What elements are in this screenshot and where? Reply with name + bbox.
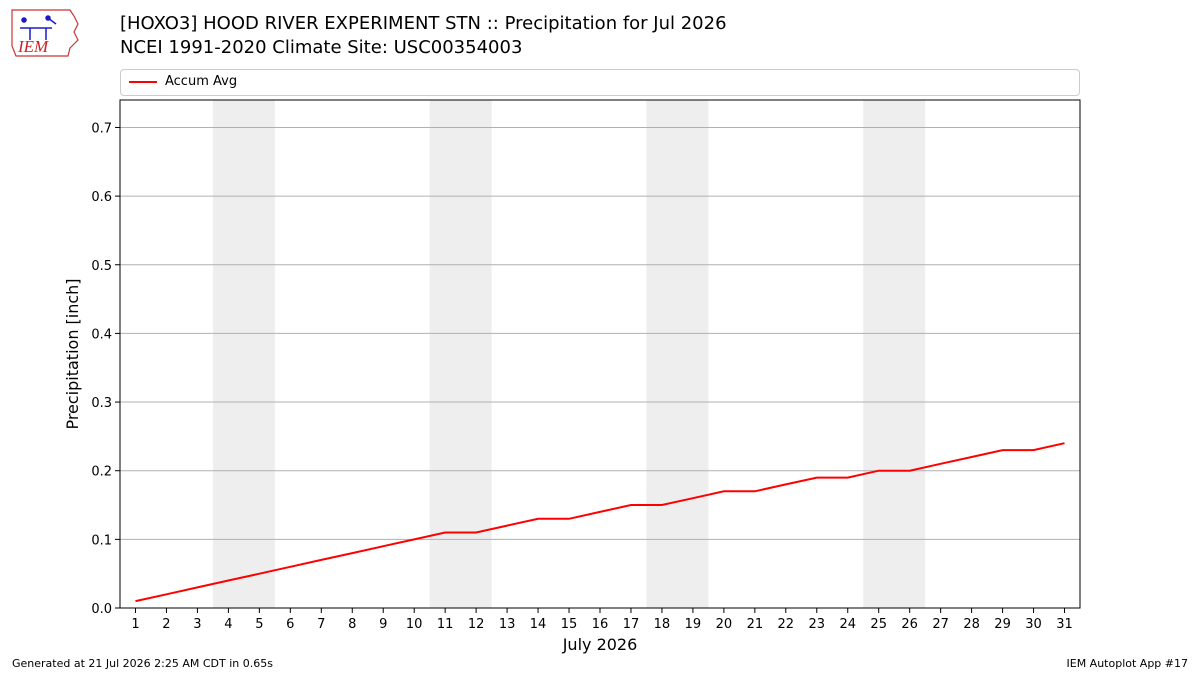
x-tick-label: 6 (286, 617, 294, 632)
x-tick-label: 3 (193, 617, 201, 632)
x-tick-label: 15 (561, 617, 578, 632)
series-lines (135, 442, 1065, 603)
x-tick-label: 12 (468, 617, 485, 632)
y-tick-label: 0.2 (91, 465, 112, 480)
x-tick-label: 31 (1056, 617, 1073, 632)
y-tick-label: 0.3 (91, 396, 112, 411)
x-tick-label: 17 (623, 617, 640, 632)
x-tick-label: 27 (932, 617, 949, 632)
chart-subtitle: NCEI 1991-2020 Climate Site: USC00354003 (120, 37, 523, 58)
y-tick-label: 0.6 (91, 190, 112, 205)
x-tick-label: 13 (499, 617, 516, 632)
x-tick-label: 9 (379, 617, 387, 632)
x-tick-label: 22 (778, 617, 795, 632)
chart-title: [HOXO3] HOOD RIVER EXPERIMENT STN :: Pre… (120, 13, 727, 34)
x-axis-ticks: 1 2 3 4 5 6 7 8 9 10 11 12 13 14 15 16 17 18 19 20 21 22 23 24 2… (131, 608, 1073, 632)
x-tick-label: 29 (994, 617, 1011, 632)
weekend-bands (212, 100, 926, 608)
generated-timestamp: Generated at 21 Jul 2026 2:25 AM CDT in … (12, 657, 273, 670)
x-tick-label: 25 (870, 617, 887, 632)
x-tick-label: 28 (963, 617, 980, 632)
x-tick-label: 10 (406, 617, 423, 632)
y-tick-label: 0.0 (91, 602, 112, 617)
series-line-accum-avg (135, 442, 1065, 603)
y-tick-label: 0.5 (91, 259, 112, 274)
weekend-band (212, 100, 275, 608)
weekend-band (646, 100, 709, 608)
x-tick-label: 26 (901, 617, 918, 632)
x-tick-label: 2 (162, 617, 170, 632)
legend-line-swatch (129, 81, 157, 83)
x-axis-label: July 2026 (562, 635, 638, 654)
x-tick-label: 18 (654, 617, 671, 632)
weather-station-icon (20, 15, 57, 40)
x-tick-label: 24 (839, 617, 856, 632)
x-tick-label: 30 (1025, 617, 1042, 632)
x-tick-label: 23 (809, 617, 826, 632)
weekend-band (863, 100, 926, 608)
x-tick-label: 16 (592, 617, 609, 632)
logo-text: IEM (17, 37, 49, 56)
x-tick-label: 21 (747, 617, 764, 632)
x-tick-label: 7 (317, 617, 325, 632)
y-tick-label: 0.4 (91, 327, 112, 342)
y-axis-label: Precipitation [inch] (63, 278, 82, 429)
x-tick-label: 19 (685, 617, 702, 632)
legend-label: Accum Avg (165, 74, 238, 89)
iem-logo: IEM (11, 9, 79, 57)
x-tick-label: 11 (437, 617, 454, 632)
x-tick-label: 1 (131, 617, 139, 632)
weekend-band (429, 100, 492, 608)
y-tick-label: 0.1 (91, 533, 112, 548)
legend: Accum Avg (120, 69, 1080, 96)
app-label: IEM Autoplot App #17 (1066, 657, 1189, 670)
iowa-map-outline-icon (11, 9, 79, 57)
x-tick-label: 4 (224, 617, 232, 632)
x-tick-label: 14 (530, 617, 547, 632)
y-tick-label: 0.7 (91, 121, 112, 136)
x-tick-label: 8 (348, 617, 356, 632)
y-axis-ticks: 0.0 0.1 0.2 0.3 0.4 0.5 0.6 0.7 (91, 121, 120, 617)
x-tick-label: 20 (716, 617, 733, 632)
x-tick-label: 5 (255, 617, 263, 632)
